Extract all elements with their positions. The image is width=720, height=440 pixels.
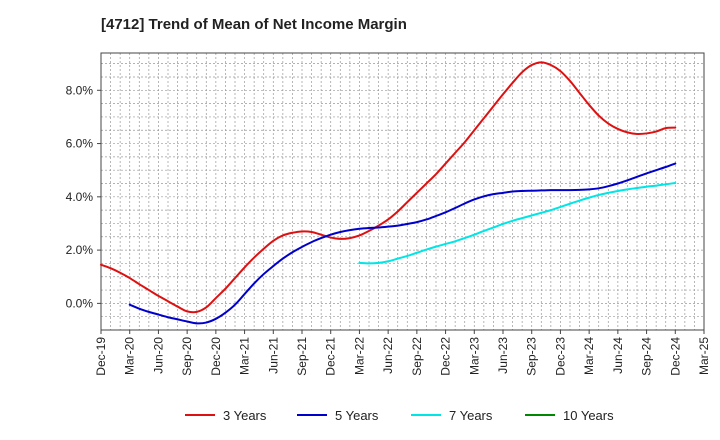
x-tick-label: Dec-19 xyxy=(94,337,108,376)
legend-label-10-years: 10 Years xyxy=(563,408,614,423)
series-line-3-years xyxy=(100,61,677,314)
series-layer xyxy=(100,61,677,325)
x-axis: Dec-19 Mar-20 Jun-20 Sep-20 Dec-20 Mar-21 Jun-… xyxy=(94,330,711,376)
x-tick-label: Dec-22 xyxy=(439,337,453,376)
legend-label-7-years: 7 Years xyxy=(449,408,493,423)
y-tick-label: 6.0% xyxy=(66,137,94,151)
y-axis: 0.0% 2.0% 4.0% 6.0% 8.0% xyxy=(66,83,101,310)
x-tick-label: Mar-24 xyxy=(582,337,596,375)
y-tick-label: 8.0% xyxy=(66,83,94,97)
x-tick-label: Sep-21 xyxy=(295,337,309,376)
series-line-5-years xyxy=(128,162,677,325)
series-line-7-years xyxy=(358,181,677,265)
chart-title: [4712] Trend of Mean of Net Income Margi… xyxy=(101,16,407,33)
y-tick-label: 0.0% xyxy=(66,296,94,310)
x-tick-label: Mar-21 xyxy=(238,337,252,375)
y-tick-label: 4.0% xyxy=(66,190,94,204)
x-tick-label: Jun-20 xyxy=(151,337,165,374)
x-tick-label: Dec-24 xyxy=(668,337,682,376)
plot-frame xyxy=(100,52,705,331)
legend: 3 Years 5 Years 7 Years 10 Years xyxy=(185,408,614,423)
legend-label-3-years: 3 Years xyxy=(223,408,267,423)
x-tick-label: Mar-25 xyxy=(697,337,711,375)
grid-lines xyxy=(101,53,704,330)
x-tick-label: Sep-20 xyxy=(180,337,194,376)
x-tick-label: Sep-22 xyxy=(410,337,424,376)
x-tick-label: Dec-20 xyxy=(209,337,223,376)
x-tick-label: Mar-22 xyxy=(352,337,366,375)
x-tick-label: Dec-23 xyxy=(553,337,567,376)
legend-label-5-years: 5 Years xyxy=(335,408,379,423)
x-tick-label: Sep-24 xyxy=(640,337,654,376)
x-tick-label: Dec-21 xyxy=(324,337,338,376)
x-tick-label: Sep-23 xyxy=(525,337,539,376)
y-tick-label: 2.0% xyxy=(66,243,94,257)
x-tick-label: Jun-21 xyxy=(266,337,280,374)
x-tick-label: Mar-23 xyxy=(467,337,481,375)
x-tick-label: Jun-22 xyxy=(381,337,395,374)
x-tick-label: Mar-20 xyxy=(123,337,137,375)
x-tick-label: Jun-24 xyxy=(611,337,625,374)
x-tick-label: Jun-23 xyxy=(496,337,510,374)
